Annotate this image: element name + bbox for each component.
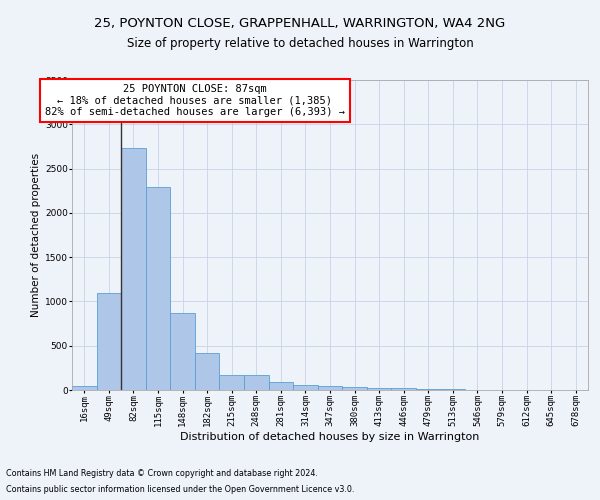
Bar <box>220 375 244 390</box>
Text: Contains HM Land Registry data © Crown copyright and database right 2024.: Contains HM Land Registry data © Crown c… <box>6 468 318 477</box>
Bar <box>170 312 195 390</box>
Bar <box>195 353 220 390</box>
Text: 25, POYNTON CLOSE, GRAPPENHALL, WARRINGTON, WA4 2NG: 25, POYNTON CLOSE, GRAPPENHALL, WARRINGT… <box>94 18 506 30</box>
Bar <box>72 386 97 390</box>
Y-axis label: Number of detached properties: Number of detached properties <box>31 153 41 317</box>
Bar <box>269 382 293 390</box>
Bar <box>367 388 391 390</box>
Bar <box>97 292 121 390</box>
X-axis label: Distribution of detached houses by size in Warrington: Distribution of detached houses by size … <box>181 432 479 442</box>
Text: Size of property relative to detached houses in Warrington: Size of property relative to detached ho… <box>127 38 473 51</box>
Bar <box>342 387 367 390</box>
Bar <box>121 148 146 390</box>
Bar <box>391 388 416 390</box>
Bar <box>293 384 318 390</box>
Bar <box>318 386 342 390</box>
Text: 25 POYNTON CLOSE: 87sqm
← 18% of detached houses are smaller (1,385)
82% of semi: 25 POYNTON CLOSE: 87sqm ← 18% of detache… <box>45 84 345 117</box>
Bar <box>244 376 269 390</box>
Bar <box>146 187 170 390</box>
Text: Contains public sector information licensed under the Open Government Licence v3: Contains public sector information licen… <box>6 485 355 494</box>
